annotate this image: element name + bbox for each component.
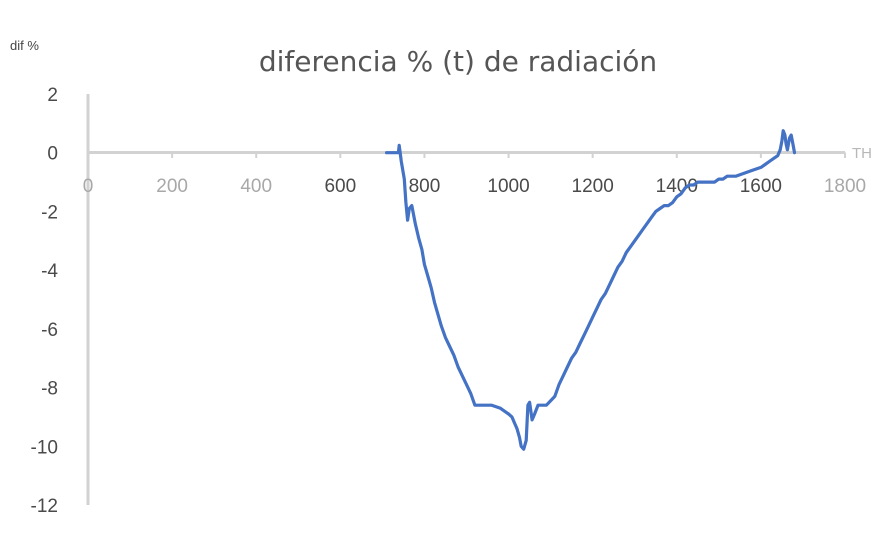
x-tick-label: 1800 <box>824 176 866 197</box>
x-tick-labels: 0 200 400 600 800 1000 1200 1400 1600 1800 <box>83 152 866 197</box>
y-tick-label: 0 <box>47 144 58 165</box>
x-tick-label: 1600 <box>740 176 782 197</box>
x-tick-label: 600 <box>324 176 356 197</box>
y-tick-label: -12 <box>31 496 58 517</box>
series-line <box>385 129 797 451</box>
x-tick-label: 200 <box>156 176 188 197</box>
y-tick-label: -6 <box>41 320 58 341</box>
y-tick-label: -4 <box>41 261 58 282</box>
y-tick-label: -2 <box>41 202 58 223</box>
y-tick-labels: 2 0 -2 -4 -6 -8 -10 -12 <box>31 85 59 517</box>
x-tick-label: 0 <box>83 176 94 197</box>
x-tick-label: 400 <box>240 176 272 197</box>
y-tick-label: -10 <box>31 437 58 458</box>
y-tick-label: 2 <box>47 85 58 106</box>
chart-title: diferencia % (t) de radiación <box>259 45 657 78</box>
y-axis-label: dif % <box>10 38 39 53</box>
x-axis-label: TH <box>852 145 872 162</box>
y-tick-label: -8 <box>41 379 58 400</box>
x-tick-label: 800 <box>409 176 441 197</box>
x-tick-label: 1400 <box>656 176 698 197</box>
x-tick-label: 1200 <box>572 176 614 197</box>
x-tick-label: 1000 <box>487 176 529 197</box>
